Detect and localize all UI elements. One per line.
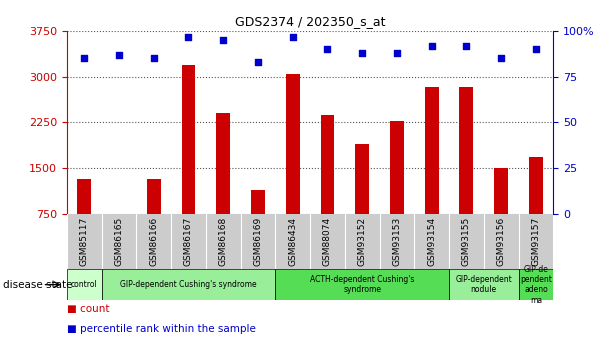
Bar [77,179,91,214]
Text: ■ percentile rank within the sample: ■ percentile rank within the sample [67,324,256,334]
Text: GSM86434: GSM86434 [288,217,297,266]
Text: GSM93152: GSM93152 [358,217,367,266]
Point [323,47,333,52]
Bar [449,269,519,300]
Text: GSM85117: GSM85117 [80,217,89,266]
Text: GSM93156: GSM93156 [497,217,506,266]
Point [218,37,228,43]
Text: GSM86165: GSM86165 [114,217,123,266]
Point [253,59,263,65]
Text: GSM88074: GSM88074 [323,217,332,266]
Point [461,43,471,48]
Text: GSM86168: GSM86168 [219,217,228,266]
Bar [251,189,265,214]
Point [392,50,402,56]
Text: ■ count: ■ count [67,304,109,314]
Text: ACTH-dependent Cushing's
syndrome: ACTH-dependent Cushing's syndrome [310,275,415,294]
Bar [112,214,126,244]
Point [531,47,541,52]
Point [149,56,159,61]
Bar [529,157,543,214]
Bar [460,87,474,214]
Text: GSM93155: GSM93155 [462,217,471,266]
Bar [286,74,300,214]
Title: GDS2374 / 202350_s_at: GDS2374 / 202350_s_at [235,16,385,29]
Bar [147,179,161,214]
Text: GIP-de
pendent
adeno
ma: GIP-de pendent adeno ma [520,265,552,305]
Point [427,43,437,48]
Bar [182,65,195,214]
Text: GIP-dependent
nodule: GIP-dependent nodule [455,275,512,294]
Text: GSM86169: GSM86169 [254,217,263,266]
Text: control: control [71,280,98,289]
Bar [355,144,369,214]
Text: GSM93157: GSM93157 [531,217,541,266]
Text: disease state: disease state [3,280,72,289]
Text: GSM93153: GSM93153 [392,217,401,266]
Point [358,50,367,56]
Text: GIP-dependent Cushing's syndrome: GIP-dependent Cushing's syndrome [120,280,257,289]
Bar [390,121,404,214]
Point [80,56,89,61]
Point [288,34,297,39]
Bar [320,115,334,214]
Bar [275,269,449,300]
Bar [494,168,508,214]
Text: GSM86166: GSM86166 [149,217,158,266]
Bar [216,113,230,214]
Bar [102,269,275,300]
Bar [519,269,553,300]
Bar [425,87,438,214]
Point [184,34,193,39]
Bar [67,269,102,300]
Text: GSM86167: GSM86167 [184,217,193,266]
Point [114,52,124,58]
Point [496,56,506,61]
Text: GSM93154: GSM93154 [427,217,436,266]
